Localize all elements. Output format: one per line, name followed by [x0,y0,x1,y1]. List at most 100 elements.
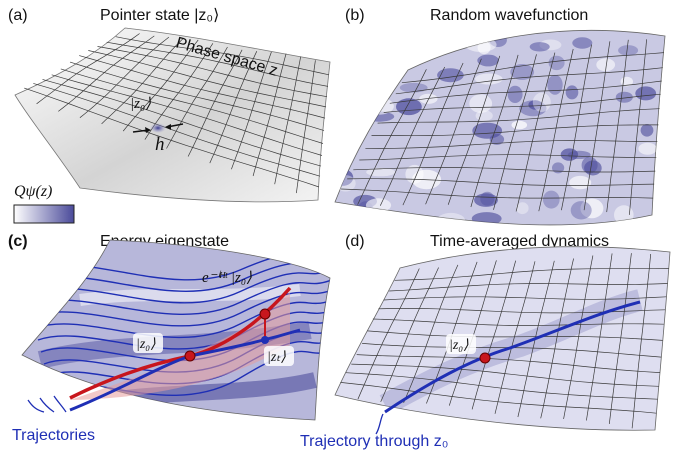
grid-line [425,58,482,205]
surface-grid [340,253,669,429]
grid-line [340,382,657,414]
grid-line [383,296,667,301]
density-blob [618,45,639,56]
density-blob [437,68,464,83]
panel-a: (a) Pointer state |z₀⟩ |z₀⟩ h Phase spac… [8,7,331,224]
density-blob [357,81,379,98]
grid-line [365,140,658,149]
grid-line [357,268,420,400]
grid-line [166,46,228,149]
ket-z0-label-d: |z₀⟩ [449,338,469,353]
density-blob [399,82,428,93]
grid-line [471,260,517,410]
grid-line [377,108,660,124]
density-blob [469,94,493,113]
phase-space-surface [14,27,331,203]
panel-a-title: Pointer state |z₀⟩ [100,7,219,24]
grid-line [51,74,323,156]
density-blob [615,91,633,103]
evolved-point [259,308,271,320]
panel-d: (d) Time-averaged dynamics |z₀⟩ Trajecto… [300,233,671,450]
density-blob [360,62,375,80]
density-blob [465,37,497,52]
grid-line [351,363,659,387]
evolution-operator-label: e⁻ⁱᴴᵗ |z₀⟩ [202,270,252,286]
density-blob [580,198,604,219]
grid-line [106,41,329,87]
density-blob [472,122,503,139]
density-blob [560,148,579,161]
grid-line [389,283,668,292]
grid-line [606,39,629,213]
grid-line [395,67,663,95]
density-blob [335,93,355,107]
grid-line [563,255,594,419]
panel-d-title: Time-averaged dynamics [430,233,609,250]
z0-point-d [479,352,491,364]
density-blob [572,37,593,49]
grid-line [345,372,658,400]
panel-d-letter: (d) [345,233,365,250]
density-blob [548,55,565,71]
hbar-label: h [155,134,165,155]
density-blob [363,111,395,122]
grid-line [341,188,654,199]
trajectory-line [31,290,330,327]
grid-line [586,253,613,421]
grid-line [274,56,302,185]
grid-line [583,41,611,211]
grid-line [88,50,327,108]
grid-line [378,308,666,314]
grid-line [69,61,325,131]
ket-z0-label-c: |z₀⟩ [136,337,156,352]
trajectory-line [34,300,330,338]
density-blob [528,100,543,110]
trajectory-line [25,269,330,304]
density-blob [347,72,370,88]
grid-line [24,87,320,188]
colorbar [13,204,75,224]
density-blob [638,142,657,155]
evolution-band [70,292,290,400]
density-blob [480,191,495,206]
density-blob [507,85,523,103]
density-blob [369,87,384,101]
density-blob [529,42,550,52]
grid-line [79,36,170,118]
density-blob [361,93,376,104]
density-blob [366,167,396,177]
z0-point [184,350,196,362]
density-blob [565,85,579,100]
grid-line [347,178,655,186]
grid-line [144,43,214,140]
density-blob [640,124,654,137]
panel-a-letter: (a) [8,7,28,24]
grid-line [493,54,537,210]
density-blob [614,205,634,225]
panel-b-letter: (b) [345,7,365,24]
density-blob [345,92,368,112]
density-blob [511,120,528,130]
panel-c-letter: (c) [8,233,28,250]
grid-line [252,53,287,177]
grid-line [79,55,326,119]
grid-line [401,52,664,84]
zt-point [261,336,269,344]
grid-line [356,354,661,373]
trajectory-through-z0 [384,300,641,414]
grid-line [608,253,632,424]
grid-line [394,268,669,281]
grid-line [357,69,427,205]
density-blob [547,74,563,95]
density-blob [635,86,657,101]
grid-line [517,260,555,418]
grid-line [97,46,328,98]
density-blob [356,56,379,68]
density-blob [543,190,560,209]
grid-line [367,330,663,341]
grid-line [403,264,459,403]
trajectory-line [28,279,330,315]
colorbar-label: Qψ(z) [14,183,52,200]
ket-z0-label: |z₀⟩ [130,96,151,112]
